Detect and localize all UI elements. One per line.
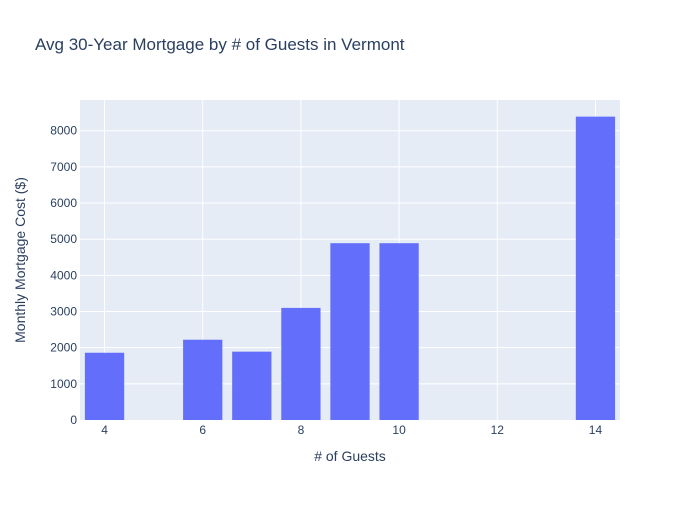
x-tick-label: 6 [199, 423, 206, 437]
y-tick-label: 4000 [50, 268, 77, 282]
bar-guests-10 [379, 243, 419, 420]
y-tick-label: 1000 [50, 377, 77, 391]
y-tick-label: 8000 [50, 124, 77, 138]
bar-guests-8 [281, 307, 321, 420]
y-tick-label: 3000 [50, 305, 77, 319]
y-tick-labels: 0 1000 2000 3000 4000 5000 6000 7000 8000 [50, 124, 77, 427]
y-tick-label: 6000 [50, 196, 77, 210]
bar-guests-6 [183, 339, 223, 420]
bar-guests-14 [575, 116, 616, 421]
y-axis-title: Monthly Mortgage Cost ($) [12, 177, 28, 343]
x-tick-label: 14 [589, 423, 603, 437]
x-tick-label: 4 [101, 423, 108, 437]
x-tick-labels: 4 6 8 10 12 14 [101, 423, 602, 437]
chart-title: Avg 30-Year Mortgage by # of Guests in V… [35, 35, 405, 54]
x-axis-title: # of Guests [314, 448, 386, 464]
y-tick-label: 0 [70, 413, 77, 427]
y-tick-label: 7000 [50, 160, 77, 174]
bar-guests-4 [84, 352, 125, 420]
x-tick-label: 12 [491, 423, 505, 437]
x-tick-label: 8 [298, 423, 305, 437]
y-tick-label: 5000 [50, 232, 77, 246]
x-tick-label: 10 [392, 423, 406, 437]
y-tick-label: 2000 [50, 341, 77, 355]
bar-guests-9 [330, 243, 370, 420]
bar-guests-7 [232, 351, 272, 420]
bars [84, 116, 616, 421]
